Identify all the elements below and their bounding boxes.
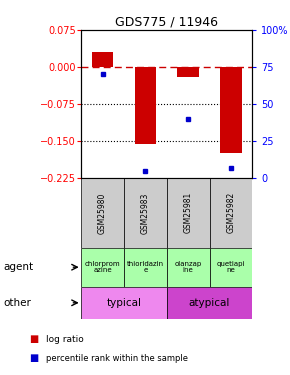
Bar (81, 287, 167, 319)
Bar (210, 178, 252, 248)
Text: ■: ■ (29, 353, 38, 363)
Bar (210, 248, 252, 287)
Text: log ratio: log ratio (46, 335, 84, 344)
Text: percentile rank within the sample: percentile rank within the sample (46, 354, 188, 363)
Title: GDS775 / 11946: GDS775 / 11946 (115, 16, 218, 29)
Text: agent: agent (3, 262, 33, 272)
Bar (167, 287, 252, 319)
Bar (81, 178, 124, 248)
Text: typical: typical (106, 298, 142, 308)
Text: atypical: atypical (189, 298, 230, 308)
Bar (177, 67, 199, 77)
Text: olanzap
ine: olanzap ine (175, 261, 202, 273)
Text: quetiapi
ne: quetiapi ne (217, 261, 245, 273)
Bar (135, 67, 156, 144)
Text: GSM25982: GSM25982 (226, 192, 235, 233)
Bar (92, 52, 113, 67)
Bar (124, 248, 167, 287)
Text: GSM25983: GSM25983 (141, 192, 150, 234)
Text: chlorprom
azine: chlorprom azine (85, 261, 120, 273)
Bar (124, 178, 167, 248)
Text: GSM25981: GSM25981 (184, 192, 193, 233)
Text: GSM25980: GSM25980 (98, 192, 107, 234)
Text: other: other (3, 298, 31, 308)
Text: ■: ■ (29, 334, 38, 344)
Text: thioridazin
e: thioridazin e (127, 261, 164, 273)
Bar (220, 67, 242, 153)
Bar (81, 248, 124, 287)
Bar (167, 178, 209, 248)
Bar (167, 248, 209, 287)
